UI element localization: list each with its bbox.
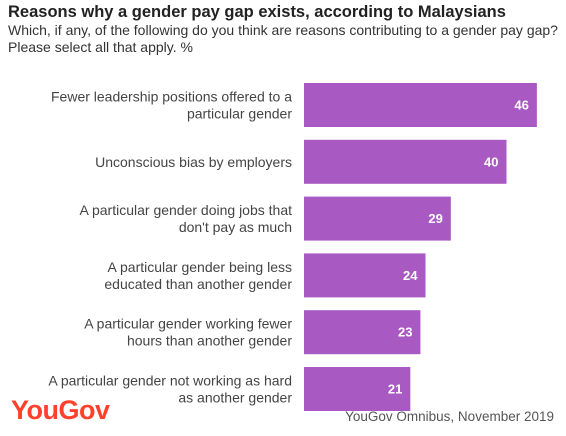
bar-4 xyxy=(304,310,421,355)
bar-3 xyxy=(304,253,426,298)
bar-1 xyxy=(304,139,507,184)
value-label-1: 40 xyxy=(484,154,498,169)
value-label-3: 24 xyxy=(403,268,418,283)
value-label-4: 23 xyxy=(398,325,412,340)
category-label-2: A particular gender doing jobs that don't… xyxy=(80,202,293,235)
value-label-5: 21 xyxy=(388,382,402,397)
chart-title: Reasons why a gender pay gap exists, acc… xyxy=(8,3,506,21)
source-note: YouGov Omnibus, November 2019 xyxy=(345,409,554,424)
bar-2 xyxy=(304,196,451,241)
bar-5 xyxy=(304,367,411,411)
bar-0 xyxy=(304,83,537,127)
value-label-2: 29 xyxy=(428,211,442,226)
yougov-logo: YouGov xyxy=(11,395,110,425)
category-label-3: A particular gender being less educated t… xyxy=(104,259,292,292)
category-label-1: Unconscious bias by employers xyxy=(95,154,292,170)
category-label-5: A particular gender not working as hard a… xyxy=(48,373,292,406)
value-label-0: 46 xyxy=(514,98,528,113)
chart-subtitle: Which, if any, of the following do you t… xyxy=(8,22,558,55)
category-label-4: A particular gender working fewer hours t… xyxy=(84,316,292,349)
